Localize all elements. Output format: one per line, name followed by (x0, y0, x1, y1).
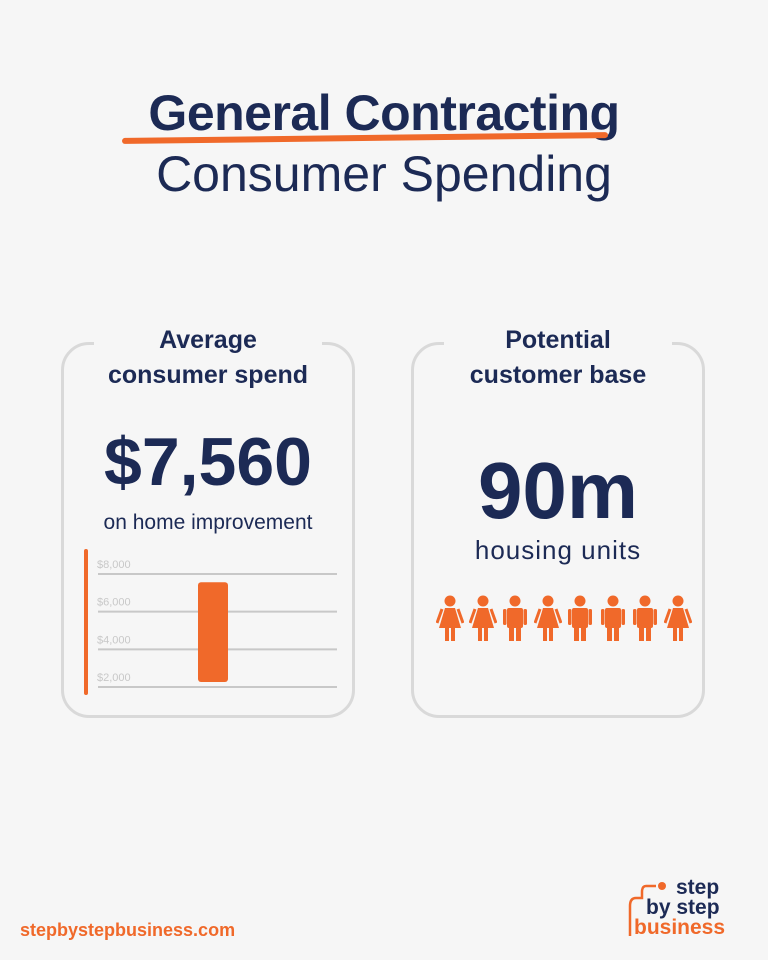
axis-bar (84, 549, 88, 695)
bar (198, 582, 228, 682)
subtitle: Consumer Spending (156, 146, 612, 202)
female-person-icon (468, 595, 497, 648)
spend-value: $7,560 (104, 424, 312, 500)
people-row (435, 595, 693, 648)
female-person-icon (435, 595, 465, 648)
male-person-icon (566, 595, 594, 648)
y-tick-label: $6,000 (97, 597, 131, 609)
bar-chart: $8,000 $6,000 $4,000 $2,000 (84, 549, 337, 695)
card-title: Average consumer spend (94, 323, 322, 393)
customer-value: 90m (477, 446, 639, 535)
card-customer-base: Potential customer base 90m housing units (411, 323, 705, 718)
y-tick-label: $2,000 (97, 672, 131, 684)
spend-caption: on home improvement (103, 511, 313, 534)
customer-caption: housing units (474, 535, 642, 565)
card-average-spend: Average consumer spend $7,560 on home imp… (61, 323, 355, 718)
title: General Contracting (148, 85, 620, 141)
female-person-icon (663, 595, 693, 648)
male-person-icon (501, 595, 529, 648)
male-person-icon (599, 595, 627, 648)
y-tick-label: $8,000 (97, 559, 131, 571)
y-tick-label: $4,000 (97, 634, 131, 646)
card-title: Potential customer base (444, 323, 672, 393)
female-person-icon (533, 595, 563, 648)
logo: step by step business (626, 877, 746, 940)
male-person-icon (631, 595, 659, 648)
footer-url[interactable]: stepbystepbusiness.com (20, 920, 236, 940)
